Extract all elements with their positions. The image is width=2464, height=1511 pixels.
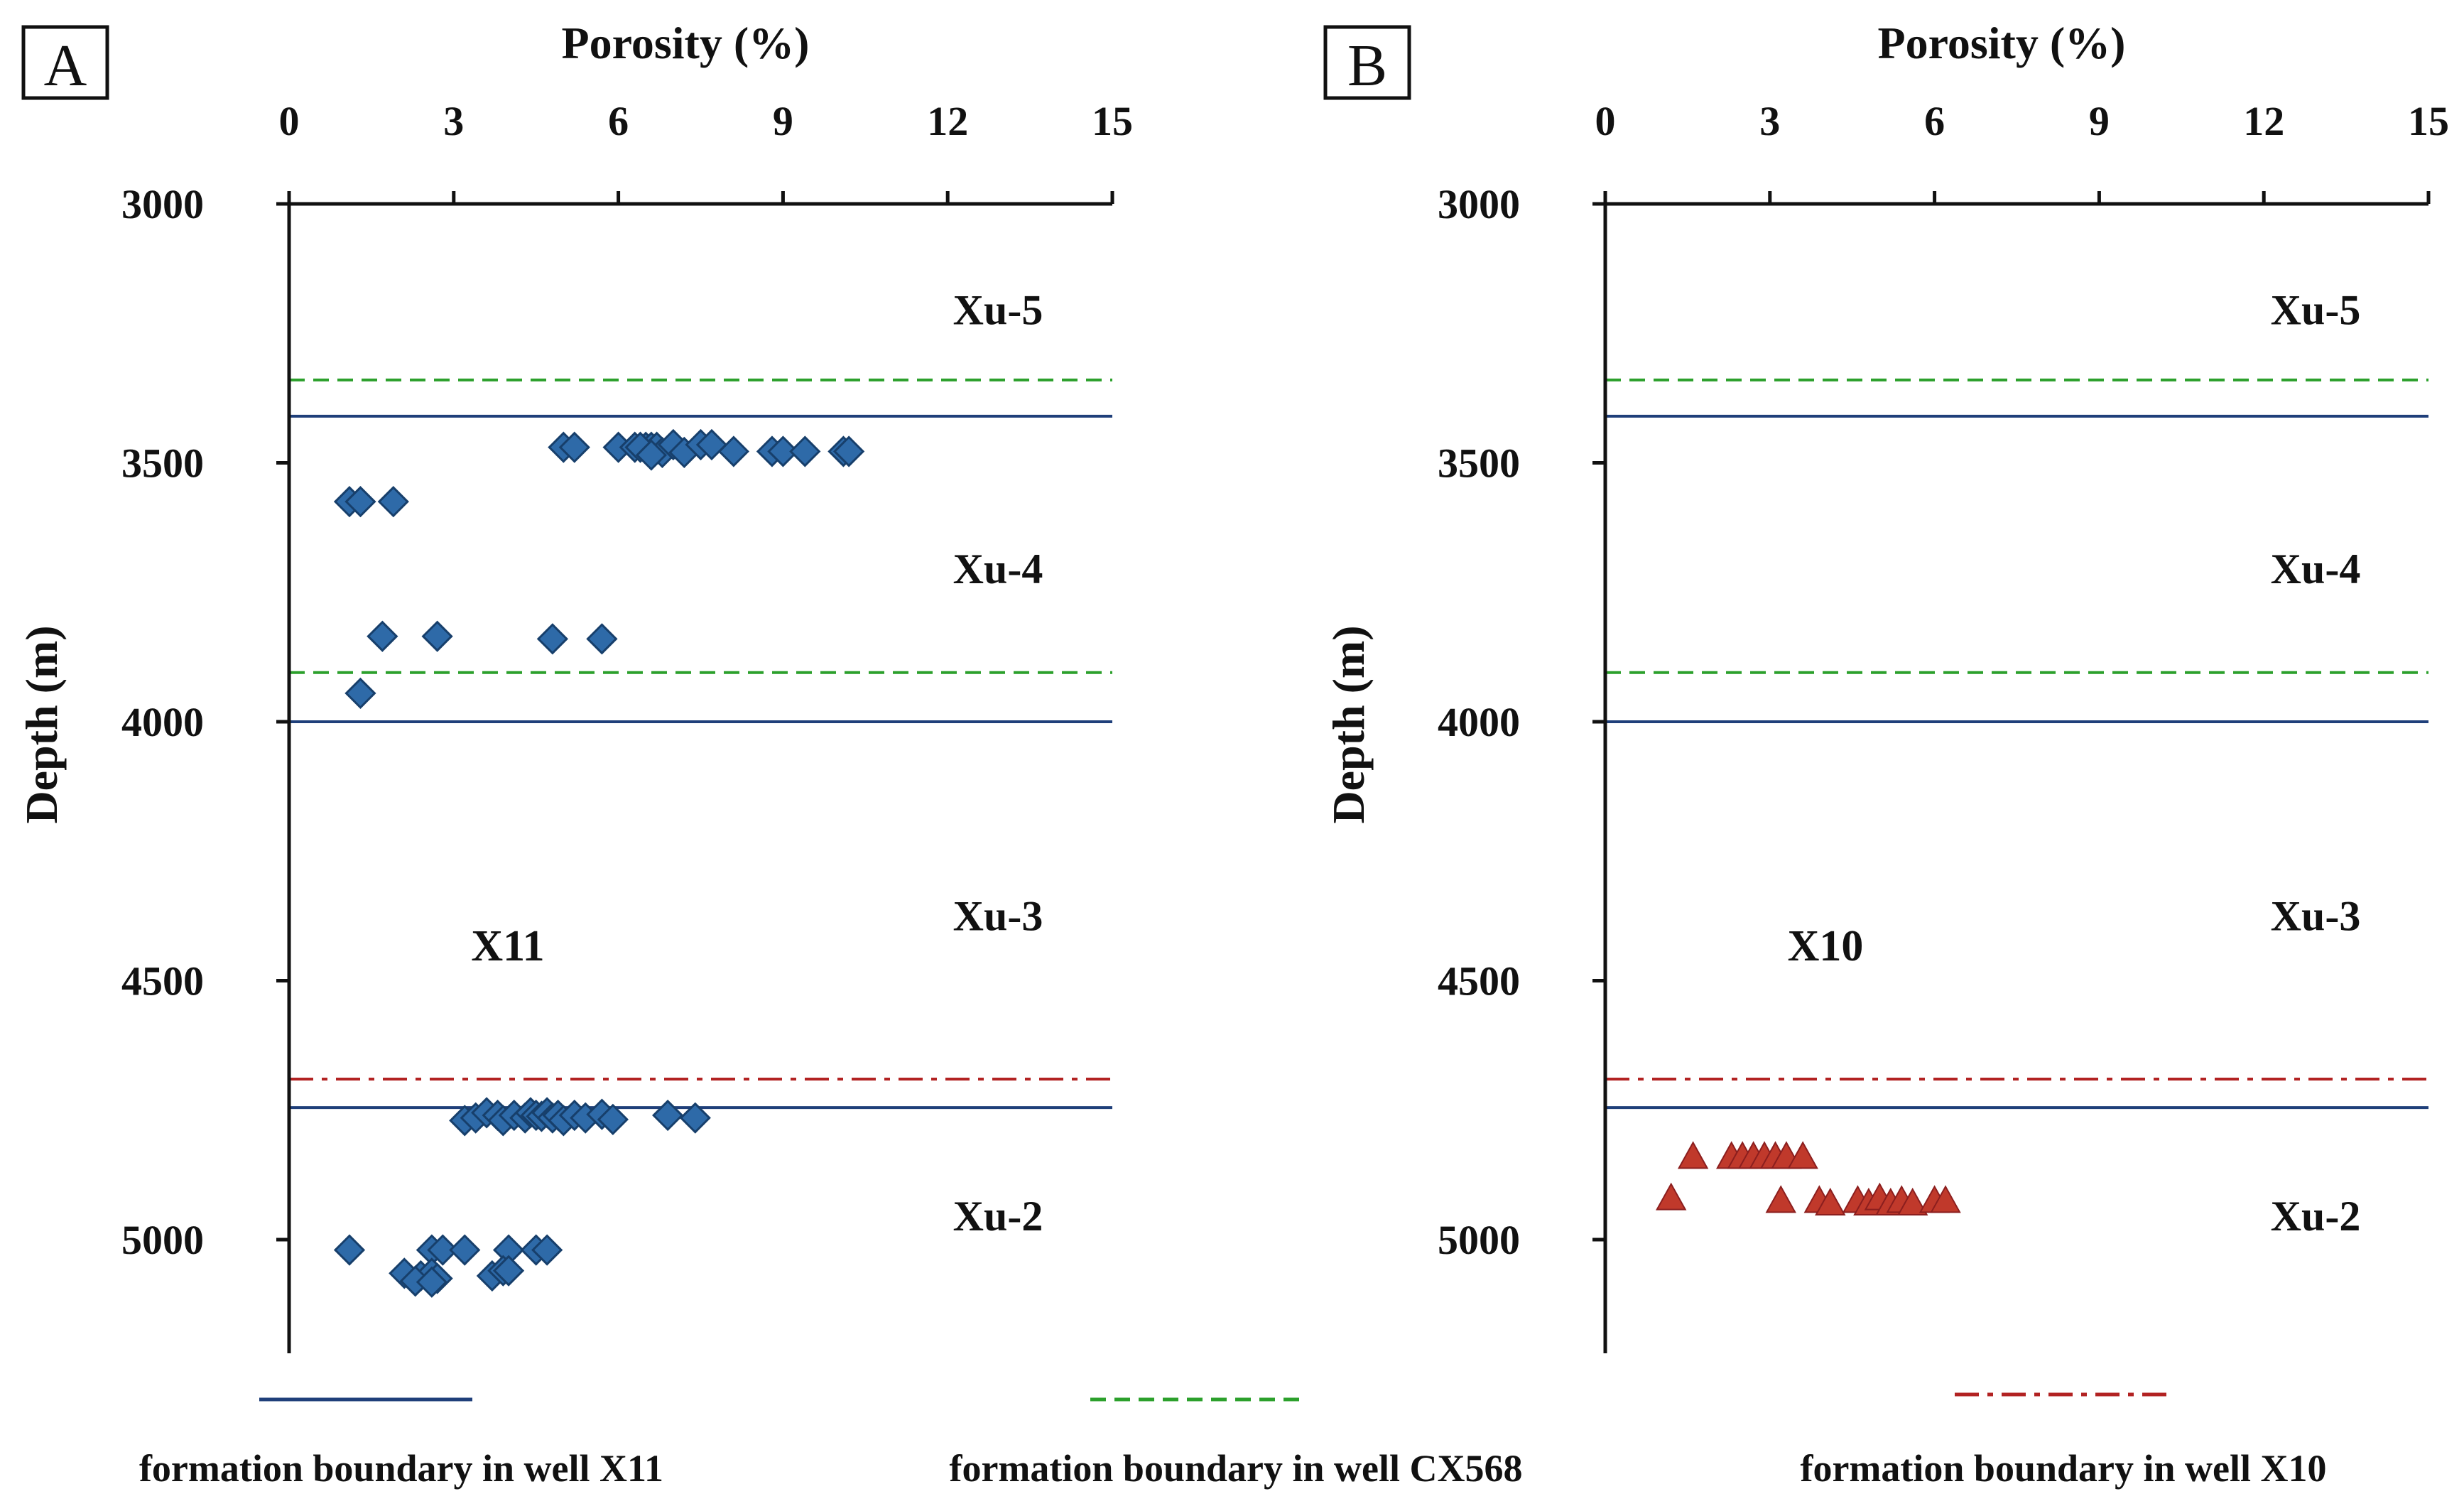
panel-b-letter: B (1347, 33, 1387, 99)
panel-b-data-point (1677, 1141, 1709, 1169)
panel-b-zone-label-xu-2: Xu-2 (2271, 1193, 2361, 1240)
panel-a-zone-label-xu-2: Xu-2 (953, 1193, 1043, 1240)
panel-a-data-point (767, 435, 799, 467)
panel-a-data-point (652, 1099, 684, 1132)
panel-a-y-tick-label-4500: 4500 (121, 958, 204, 1004)
panel-a-data-point (679, 1102, 711, 1134)
panel-a-y-axis-title: Depth (m) (16, 625, 67, 823)
panel-a-x-tick-label-3: 3 (443, 98, 464, 144)
panel-b-y-tick-label-5000: 5000 (1438, 1217, 1520, 1263)
panel-b-x-tick-label-15: 15 (2408, 98, 2449, 144)
panel-b-y-axis-title: Depth (m) (1323, 625, 1374, 823)
panel-a-zone-label-xu-5: Xu-5 (953, 286, 1043, 333)
panel-a: A Porosity (%) Depth (m) X11 0 3 6 9 12 15 300… (16, 18, 1133, 1353)
panel-a-data-point (344, 486, 376, 518)
panel-b-y-tick-label-4000: 4000 (1438, 699, 1520, 745)
panel-a-y-tick-label-5000: 5000 (121, 1217, 204, 1263)
panel-b-y-tick-label-3000: 3000 (1438, 181, 1520, 227)
panel-b-plot-area: 0 3 6 9 12 15 3000 3500 4000 4500 5000 Xu-5 Xu-4 Xu-3… (1438, 98, 2449, 1353)
panel-b-x-tick-label-3: 3 (1759, 98, 1780, 144)
panel-a-letter-box (21, 25, 109, 100)
panel-b-x-axis-title: Porosity (%) (1878, 18, 2126, 68)
legend-label-x11: formation boundary in well X11 (139, 1447, 663, 1490)
panel-a-x-tick-label-15: 15 (1092, 98, 1133, 144)
panel-a-data-point (344, 677, 376, 710)
panel-a-letter: A (44, 33, 87, 99)
panel-a-data-point (717, 435, 749, 467)
panel-b-zone-label-xu-5: Xu-5 (2271, 286, 2361, 333)
panel-a-x-tick-label-12: 12 (927, 98, 968, 144)
panel-a-data-point (531, 1234, 563, 1266)
panel-b-data-point (1656, 1182, 1687, 1211)
panel-b: B Porosity (%) Depth (m) X10 0 3 6 9 12 15 300… (1323, 18, 2449, 1353)
panel-a-data-point (597, 1103, 629, 1135)
legend-label-x10: formation boundary in well X10 (1800, 1447, 2326, 1490)
panel-a-x-tick-label-6: 6 (608, 98, 629, 144)
panel-b-x-tick-label-12: 12 (2243, 98, 2284, 144)
panel-b-well-label: X10 (1788, 922, 1864, 970)
panel-a-data-point (416, 1266, 448, 1298)
panel-b-data-point (1787, 1141, 1818, 1169)
panel-a-x-tick-label-0: 0 (279, 98, 300, 144)
panel-a-data-point (333, 1234, 366, 1266)
panel-a-data-point (377, 486, 409, 518)
panel-a-x-axis-title: Porosity (%) (562, 18, 810, 68)
panel-b-x-tick-label-9: 9 (2089, 98, 2110, 144)
panel-a-well-label: X11 (471, 922, 544, 970)
panel-a-zone-label-xu-4: Xu-4 (953, 546, 1043, 592)
panel-b-data-point (1896, 1187, 1928, 1215)
panel-a-data-point (492, 1255, 525, 1287)
panel-a-data-point (421, 620, 453, 652)
panel-a-y-tick-label-4000: 4000 (121, 699, 204, 745)
panel-a-y-tick-label-3000: 3000 (121, 181, 204, 227)
panel-b-zone-label-xu-4: Xu-4 (2271, 546, 2361, 592)
panel-a-x-tick-label-9: 9 (773, 98, 793, 144)
panel-a-data-point (832, 435, 865, 467)
panel-a-zone-label-xu-3: Xu-3 (953, 892, 1043, 939)
panel-b-data-point (1765, 1185, 1796, 1213)
panel-b-letter-box (1323, 25, 1411, 100)
panel-b-data-point (1815, 1187, 1846, 1215)
panel-b-y-tick-label-3500: 3500 (1438, 440, 1520, 487)
panel-a-y-tick-label-3500: 3500 (121, 440, 204, 487)
panel-b-x-tick-label-6: 6 (1924, 98, 1945, 144)
panel-b-y-tick-label-4500: 4500 (1438, 958, 1520, 1004)
panel-a-data-point (635, 439, 668, 471)
panel-a-data-point (427, 1234, 459, 1266)
panel-a-data-point (367, 620, 398, 652)
panel-a-data-point (449, 1234, 481, 1266)
panel-b-x-tick-label-0: 0 (1595, 98, 1616, 144)
panel-a-data-point (789, 435, 821, 467)
legend: formation boundary in well X11 formation… (139, 1392, 2327, 1490)
panel-a-plot-area: 0 3 6 9 12 15 3000 3500 4000 4500 5000 Xu-5 Xu-4 Xu-3… (121, 98, 1133, 1353)
panel-b-zone-label-xu-3: Xu-3 (2271, 892, 2361, 939)
legend-label-cx568: formation boundary in well CX568 (949, 1447, 1522, 1490)
panel-a-data-point (586, 623, 618, 655)
panel-a-data-point (558, 431, 590, 463)
panel-a-data-point (536, 623, 569, 655)
panel-b-data-point (1930, 1185, 1961, 1213)
